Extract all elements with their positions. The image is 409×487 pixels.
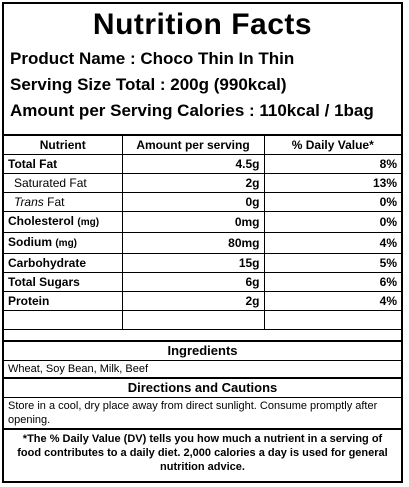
label-title: Nutrition Facts bbox=[92, 8, 313, 41]
header-daily-value: % Daily Value* bbox=[263, 136, 401, 155]
nutrient-amount: 4.5g bbox=[121, 154, 265, 174]
daily-value-footnote: *The % Daily Value (DV) tells you how mu… bbox=[17, 433, 388, 473]
nutrient-dv: 0% bbox=[263, 211, 401, 233]
nutrient-dv: 5% bbox=[263, 253, 401, 273]
nutrient-name: Total Fat bbox=[4, 154, 123, 174]
nutrient-name: Cholesterol (mg) bbox=[4, 211, 123, 233]
directions-text: Store in a cool, dry place away from dir… bbox=[4, 398, 401, 430]
nutrient-amount: 2g bbox=[121, 291, 265, 311]
ingredients-heading: Ingredients bbox=[4, 342, 401, 361]
nutrient-amount: 6g bbox=[121, 272, 265, 292]
nutrition-label: Nutrition Facts Product Name : Choco Thi… bbox=[2, 2, 403, 483]
nutrient-dv: 6% bbox=[263, 272, 401, 292]
table-row: Cholesterol (mg) 0mg 0% bbox=[4, 211, 401, 233]
nutrient-amount: 15g bbox=[121, 253, 265, 273]
header-nutrient: Nutrient bbox=[4, 136, 123, 155]
table-row: Saturated Fat 2g 13% bbox=[4, 173, 401, 193]
divider bbox=[4, 124, 401, 136]
calories-per-serving: Amount per Serving Calories : 110kcal / … bbox=[10, 101, 374, 120]
table-row: Total Sugars 6g 6% bbox=[4, 272, 401, 292]
nutrient-amount: 0g bbox=[121, 192, 265, 212]
nutrient-name: Carbohydrate bbox=[4, 253, 123, 273]
nutrient-dv: 4% bbox=[263, 232, 401, 254]
empty-row bbox=[4, 310, 401, 330]
table-row: Trans Fat 0g 0% bbox=[4, 192, 401, 212]
nutrient-dv: 0% bbox=[263, 192, 401, 212]
nutrient-unit: (mg) bbox=[55, 238, 78, 249]
nutrient-name: Trans Fat bbox=[4, 192, 123, 212]
table-row: Total Fat 4.5g 8% bbox=[4, 154, 401, 174]
nutrient-amount: 0mg bbox=[121, 211, 265, 233]
header-amount: Amount per serving bbox=[121, 136, 265, 155]
nutrient-name: Saturated Fat bbox=[4, 173, 123, 193]
nutrient-dv: 4% bbox=[263, 291, 401, 311]
nutrient-name: Protein bbox=[4, 291, 123, 311]
table-header-row: Nutrient Amount per serving % Daily Valu… bbox=[4, 136, 401, 155]
trans-fat-rest: Fat bbox=[43, 195, 65, 209]
serving-size: Serving Size Total : 200g (990kcal) bbox=[10, 75, 287, 94]
ingredients-text: Wheat, Soy Bean, Milk, Beef bbox=[4, 361, 401, 379]
nutrient-table: Nutrient Amount per serving % Daily Valu… bbox=[4, 136, 401, 330]
nutrient-name: Total Sugars bbox=[4, 272, 123, 292]
nutrient-name: Sodium (mg) bbox=[4, 232, 123, 254]
nutrient-amount: 2g bbox=[121, 173, 265, 193]
directions-heading: Directions and Cautions bbox=[4, 379, 401, 398]
table-row: Protein 2g 4% bbox=[4, 291, 401, 311]
nutrient-unit: (mg) bbox=[77, 217, 100, 228]
table-row: Sodium (mg) 80mg 4% bbox=[4, 232, 401, 254]
product-name: Product Name : Choco Thin In Thin bbox=[10, 49, 295, 68]
table-row: Carbohydrate 15g 5% bbox=[4, 253, 401, 273]
nutrient-dv: 8% bbox=[263, 154, 401, 174]
trans-italic: Trans bbox=[14, 195, 44, 209]
nutrient-dv: 13% bbox=[263, 173, 401, 193]
nutrient-amount: 80mg bbox=[121, 232, 265, 254]
